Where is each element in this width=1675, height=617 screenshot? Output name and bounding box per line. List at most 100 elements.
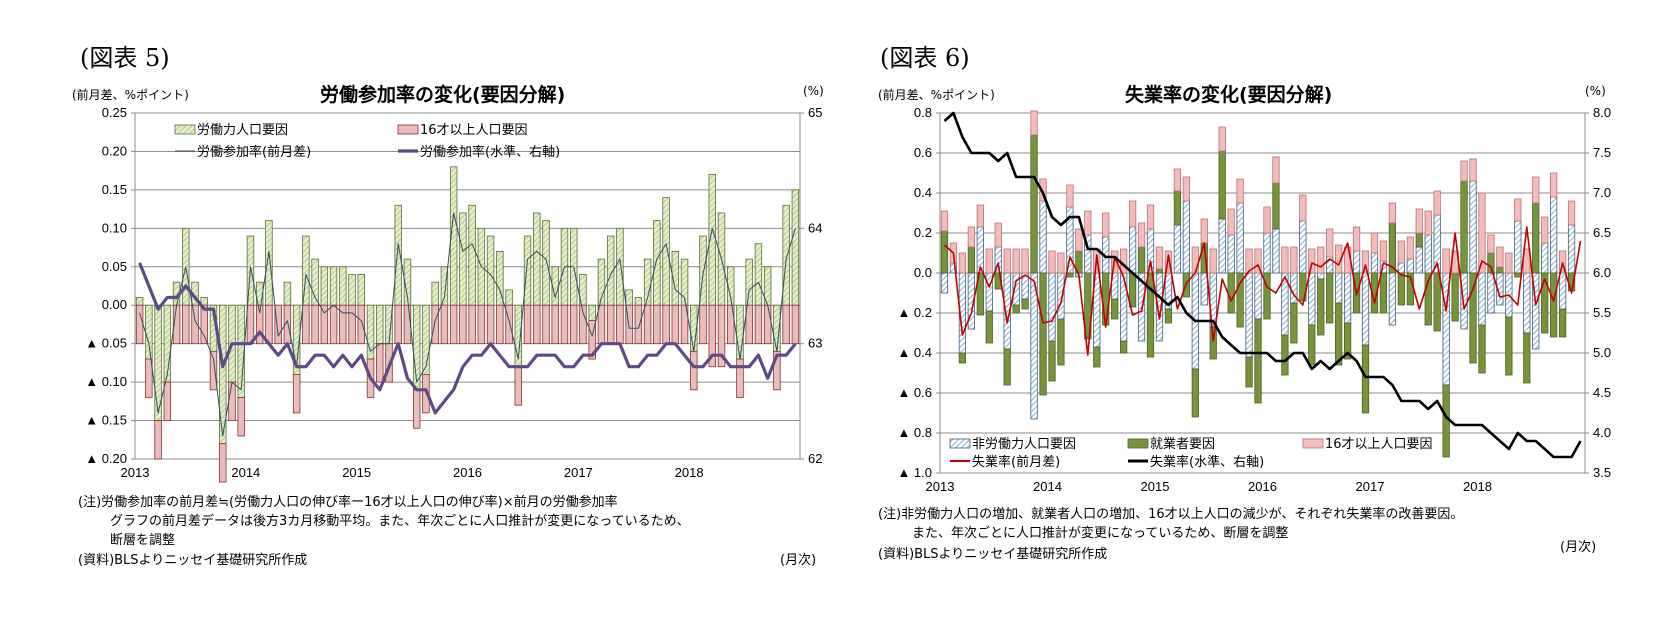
bar-pop16 — [1299, 194, 1307, 222]
bar-nonlabor — [1200, 272, 1208, 306]
x-tick-label: 2018 — [1463, 479, 1492, 494]
bar-pop16 — [1039, 178, 1047, 202]
bar-pop16 — [1558, 250, 1567, 274]
bar-pop16 — [246, 304, 255, 345]
bar-employed — [1460, 180, 1468, 274]
bar-pop16 — [606, 304, 615, 345]
figure-6-source: (資料)BLSよりニッセイ基礎研究所作成 — [878, 547, 1108, 562]
bar-pop16 — [1361, 250, 1370, 274]
bar-pop16 — [1532, 176, 1540, 204]
bar-pop16 — [191, 304, 199, 345]
bar-employed — [1146, 272, 1155, 358]
x-tick-label: 2017 — [1356, 479, 1385, 494]
bar-employed — [1397, 272, 1405, 306]
bar-pop16 — [1308, 248, 1316, 274]
bar-employed — [1478, 324, 1486, 374]
bar-pop16 — [569, 304, 578, 345]
legend-label-rate-level: 失業率(水準、右軸) — [1150, 454, 1264, 470]
bar-nonlabor — [1567, 224, 1576, 274]
bar-nonlabor — [1397, 262, 1405, 274]
bar-labor-force — [634, 297, 643, 306]
y-tick-label: 0.8 — [914, 105, 932, 120]
bar-nonlabor — [1272, 228, 1280, 274]
bar-pop16 — [616, 304, 624, 345]
bar-employed — [1343, 322, 1352, 360]
bar-pop16 — [1370, 232, 1379, 254]
bar-pop16 — [329, 304, 338, 345]
bar-pop16 — [1245, 248, 1253, 274]
y2-tick-label: 63 — [808, 336, 822, 351]
bar-employed — [1012, 304, 1020, 314]
bar-pop16 — [745, 304, 753, 345]
y2-tick-label: 5.5 — [1593, 305, 1611, 320]
bar-pop16 — [1424, 210, 1432, 236]
y-tick-label: 0.15 — [102, 182, 127, 197]
bar-pop16 — [551, 304, 559, 345]
y2-tick-label: 64 — [808, 220, 822, 235]
bar-pop16 — [1263, 206, 1271, 234]
bar-pop16 — [967, 226, 975, 248]
bar-nonlabor — [1254, 272, 1262, 320]
figure-5-note-3: 断層を調整 — [110, 533, 176, 548]
bar-employed — [1254, 318, 1262, 404]
bar-labor-force — [625, 289, 633, 306]
bar-pop16 — [763, 304, 772, 345]
bar-employed — [1496, 266, 1504, 274]
bar-employed — [1236, 272, 1244, 328]
figure-5-source: (資料)BLSよりニッセイ基礎研究所作成 — [78, 553, 308, 568]
bar-pop16 — [496, 304, 504, 345]
figure-5-title: 労働参加率の変化(要因分解) — [320, 84, 566, 106]
bar-employed — [1137, 246, 1146, 274]
bar-labor-force — [542, 220, 550, 306]
line-rate-level — [138, 262, 797, 415]
bar-nonlabor — [1460, 272, 1468, 330]
bar-pop16 — [1496, 246, 1504, 268]
bar-nonlabor — [1299, 220, 1307, 274]
figure-6-title: 失業率の変化(要因分解) — [1125, 84, 1333, 106]
bar-pop16 — [163, 381, 172, 421]
bar-employed — [1191, 368, 1199, 418]
bar-employed — [1415, 232, 1423, 248]
bar-pop16 — [486, 304, 495, 345]
bar-employed — [1120, 340, 1128, 354]
bar-pop16 — [1120, 248, 1128, 274]
y-tick-label: ▲ 0.10 — [85, 374, 127, 389]
bar-pop16 — [1326, 228, 1334, 258]
bar-pop16 — [394, 304, 402, 345]
bar-pop16 — [597, 304, 606, 345]
bar-pop16 — [690, 350, 698, 391]
bar-pop16 — [237, 397, 245, 437]
bar-nonlabor — [1406, 258, 1414, 274]
y2-tick-label: 5.0 — [1593, 345, 1611, 360]
bar-nonlabor — [1352, 250, 1361, 274]
bar-nonlabor — [1487, 272, 1495, 314]
legend-label-labor-force: 労働力人口要因 — [197, 123, 288, 138]
bar-pop16 — [154, 420, 162, 460]
bar-pop16 — [1272, 156, 1280, 184]
bar-employed — [1102, 272, 1110, 326]
bar-employed — [985, 310, 993, 344]
bar-labor-force — [348, 274, 356, 306]
bar-pop16 — [376, 343, 384, 383]
figure-5-note-2: グラフの前月差データは後方3カ月移動平均。また、年次ごとに人口推計が変更になって… — [110, 514, 690, 529]
y-tick-label: ▲ 0.05 — [85, 336, 127, 351]
bar-pop16 — [209, 350, 218, 391]
bar-pop16 — [708, 304, 716, 368]
bar-pop16 — [412, 389, 421, 429]
bar-employed — [1361, 344, 1370, 414]
bar-labor-force — [533, 212, 541, 306]
bar-pop16 — [1433, 190, 1441, 216]
bar-employed — [1514, 272, 1522, 278]
bar-pop16 — [320, 304, 329, 345]
figure-6-label: (図表 6) — [880, 44, 970, 72]
y-tick-label: ▲ 0.20 — [85, 451, 127, 466]
legend-label-pop16: 16才以上人口要因 — [420, 123, 528, 138]
bar-nonlabor — [1514, 220, 1522, 274]
bar-nonlabor — [1541, 242, 1549, 274]
bar-employed — [1317, 278, 1325, 336]
bar-pop16 — [1146, 204, 1155, 230]
bar-pop16 — [634, 304, 643, 345]
bar-pop16 — [1254, 248, 1262, 274]
bar-nonlabor — [1424, 234, 1432, 274]
